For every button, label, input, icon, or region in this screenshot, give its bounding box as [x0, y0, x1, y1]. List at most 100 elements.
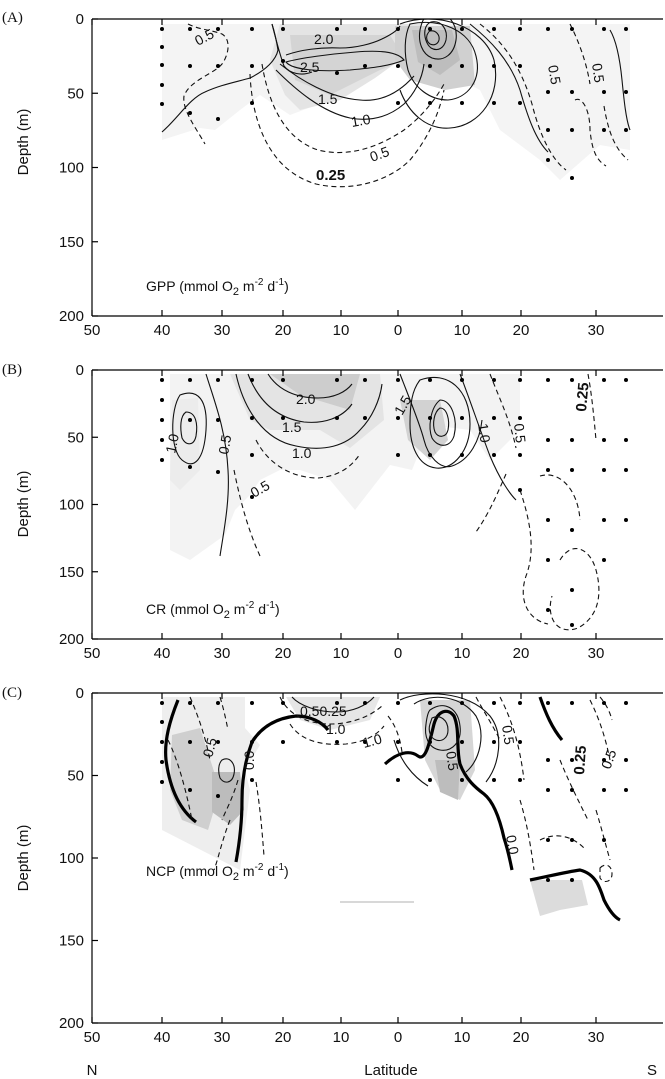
contour-label: 0.5: [598, 747, 620, 771]
cr-contour-ring-4: [399, 373, 483, 468]
ncp-contour-0.25-north: [279, 696, 385, 725]
ncp-contour-0.0-dashed: [519, 799, 535, 871]
panel-b-samples: [160, 378, 628, 627]
contour-label: 0.0: [503, 834, 522, 856]
contour-label: 2.0: [296, 391, 316, 407]
hemisphere-label-north: N: [87, 1062, 98, 1079]
contour-label: 0.25: [316, 167, 345, 184]
gpp-contour-1.5: [279, 63, 415, 101]
contour-label: 0.5: [499, 724, 518, 746]
y-axis-label: Depth (m): [15, 109, 32, 176]
y-tick-label: 200: [59, 1015, 84, 1032]
contour-label: 0.0: [241, 750, 257, 770]
ncp-contour-0.25-far-east: [595, 809, 611, 861]
contour-label: 1.0: [326, 721, 346, 737]
ncp-contour-ring-4: [399, 693, 500, 783]
gpp-contour-ring-2: [424, 21, 447, 51]
contour-label: 1.5: [318, 91, 338, 107]
ncp-contour-ring-3: [413, 696, 482, 773]
contour-label: 0.5: [589, 62, 608, 84]
contour-label: 0.5: [199, 736, 220, 759]
gpp-contour-0.25-east: [603, 105, 629, 161]
y-tick-label: 150: [59, 234, 84, 251]
y-tick-label: 0: [76, 362, 84, 379]
x-tick-label: 10: [454, 645, 471, 662]
panel-letter: (C): [2, 685, 22, 701]
panel-letter: (A): [2, 10, 23, 26]
x-tick-label: 30: [588, 645, 605, 662]
gpp-contour-ring-4: [404, 21, 478, 101]
ncp-contour-0.5-south-a: [499, 696, 525, 781]
ncp-contour-0.5-north-a: [189, 696, 211, 761]
panel-a-contour-labels: 0.5 2.0 2.5 1.5 1.0 0.5 0.25 0.5 0.5: [192, 25, 608, 184]
contour-label: 2.0: [314, 31, 334, 47]
cr-contour-0.5: [255, 439, 361, 479]
gpp-contour-0.25-south: [479, 23, 567, 171]
cr-contour-1.0-south: [459, 373, 517, 501]
panel-b-field: [170, 373, 600, 631]
y-axis-label: Depth (m): [15, 471, 32, 538]
contour-label: 1.0: [475, 422, 494, 444]
cr-contour-1.0: [235, 373, 383, 449]
ncp-contour-deep-b: [255, 781, 265, 857]
gpp-contour-ring-5: [399, 19, 497, 129]
cr-contour-1.5: [247, 373, 353, 423]
gpp-contour-1.0: [275, 63, 425, 120]
x-tick-label: 20: [513, 1029, 530, 1046]
x-tick-label: 30: [214, 322, 231, 339]
y-tick-label: 50: [67, 429, 84, 446]
x-tick-label: 30: [588, 1029, 605, 1046]
contour-label: 0.25: [573, 382, 592, 413]
panel-c: 0.50.25 1.0 0.5 0.0 1.0 0.5 0.5 0.0 0.25…: [2, 685, 663, 1046]
parameter-label: CR (mmol O2 m-2 d-1): [146, 600, 280, 621]
y-axis-label: Depth (m): [15, 825, 32, 892]
panel-b-param-label: CR (mmol O2 m-2 d-1): [146, 600, 280, 621]
gpp-contour-0.25-deep: [249, 73, 445, 188]
y-tick-label: 0: [76, 685, 84, 702]
gpp-contour-ring-3: [426, 30, 440, 46]
ncp-contour-0.0-a: [164, 699, 197, 824]
gpp-contour-2.5: [285, 50, 405, 72]
panel-c-param-label: NCP (mmol O2 m-2 d-1): [146, 862, 289, 883]
x-tick-label: 20: [275, 645, 292, 662]
y-tick-label: 100: [59, 497, 84, 514]
panel-c-field: [162, 693, 621, 922]
ncp-contour-0.0-c: [383, 709, 514, 871]
ncp-contour-0.0-d: [529, 868, 621, 922]
panel-a-samples: [160, 27, 628, 180]
ncp-contour-0.5-north-d: [221, 779, 239, 821]
x-tick-label: 0: [394, 645, 402, 662]
x-tick-label: 0: [394, 1029, 402, 1046]
panel-a-param-label: GPP (mmol O2 m-2 d-1): [146, 277, 289, 298]
y-tick-label: 150: [59, 933, 84, 950]
cr-contour-0.25-south-a: [475, 473, 507, 533]
x-tick-label: 50: [84, 322, 101, 339]
cr-contour-0.25-east: [587, 373, 597, 441]
panel-b: 2.0 1.5 1.0 1.0 0.5 0.5 1.5 1.0 0.5 0.25…: [2, 362, 663, 662]
x-tick-label: 50: [84, 1029, 101, 1046]
contour-label: 0.5: [368, 143, 392, 165]
y-tick-label: 0: [76, 11, 84, 28]
y-tick-label: 50: [67, 85, 84, 102]
contour-label: 1.5: [282, 419, 302, 435]
contour-label: 1.0: [361, 730, 384, 751]
ncp-contour-0.5-south-b: [475, 696, 501, 741]
contour-label: 1.0: [350, 111, 372, 130]
x-tick-label: 10: [454, 1029, 471, 1046]
ncp-contour-ring-2: [428, 716, 449, 742]
y-tick-label: 200: [59, 308, 84, 325]
ncp-contour-0.5-north-b: [219, 696, 229, 731]
contour-label: 0.5: [443, 750, 462, 772]
ncp-contour-0.25-east: [539, 835, 585, 849]
x-tick-label: 40: [154, 322, 171, 339]
x-tick-label: 0: [394, 322, 402, 339]
x-tick-label: 10: [333, 1029, 350, 1046]
cr-contour-0.5-south: [489, 373, 517, 449]
x-axis-label: Latitude: [364, 1062, 417, 1079]
contour-label: 0.5: [545, 64, 564, 86]
ncp-contour-ring-1: [424, 705, 461, 751]
gpp-contour-east-edge: [609, 29, 631, 131]
y-tick-label: 200: [59, 631, 84, 648]
